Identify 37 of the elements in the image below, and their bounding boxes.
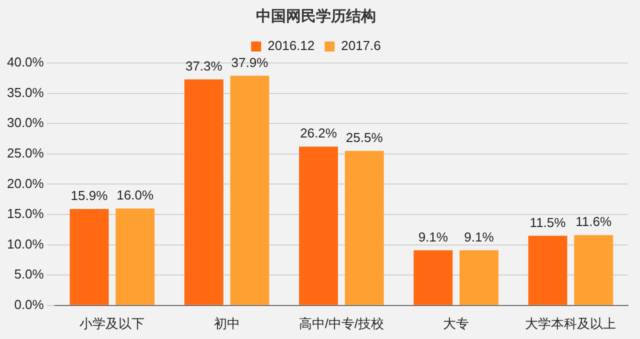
bar (459, 250, 498, 305)
y-tick-label: 25.0% (6, 145, 44, 160)
x-tick-label: 大专 (443, 316, 470, 331)
data-label: 15.9% (70, 188, 108, 204)
bar (414, 250, 453, 305)
x-tick-label: 初中 (214, 316, 240, 331)
legend-label: 2017.6 (341, 38, 381, 54)
legend-label: 2016.12 (268, 38, 315, 54)
y-tick-label: 0.0% (14, 296, 44, 312)
data-label: 11.5% (530, 214, 566, 230)
bar (184, 79, 224, 305)
bar (70, 209, 109, 305)
bar (116, 208, 155, 305)
data-label: 26.2% (300, 126, 338, 141)
data-label: 9.1% (418, 229, 448, 244)
y-tick-label: 10.0% (6, 236, 44, 252)
y-tick-label: 30.0% (6, 115, 44, 130)
data-label: 25.5% (346, 130, 384, 145)
chart-title: 中国网民学历结构 (256, 6, 376, 25)
data-label: 16.0% (116, 188, 154, 203)
x-tick-label: 小学及以下 (80, 316, 145, 331)
data-label: 37.3% (185, 58, 223, 74)
bar (344, 150, 384, 305)
data-label: 37.9% (231, 54, 269, 70)
bar (299, 146, 338, 305)
bar (574, 235, 614, 305)
y-tick-label: 15.0% (6, 206, 44, 222)
data-label: 11.6% (576, 214, 612, 230)
y-tick-label: 20.0% (6, 176, 44, 191)
y-tick-label: 40.0% (6, 54, 44, 70)
bar (528, 236, 568, 305)
x-tick-label: 大学本科及以上 (525, 316, 616, 331)
bar (230, 76, 270, 305)
data-label: 9.1% (464, 229, 494, 244)
y-tick-label: 35.0% (6, 84, 44, 100)
x-tick-label: 高中/中专/技校 (298, 316, 384, 331)
y-tick-label: 5.0% (14, 266, 44, 282)
